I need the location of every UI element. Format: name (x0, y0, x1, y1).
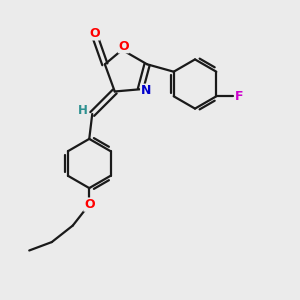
Text: O: O (118, 40, 129, 53)
Text: O: O (84, 198, 94, 211)
Text: O: O (89, 27, 100, 40)
Text: N: N (141, 84, 151, 97)
Text: F: F (235, 90, 244, 103)
Text: H: H (78, 104, 88, 117)
